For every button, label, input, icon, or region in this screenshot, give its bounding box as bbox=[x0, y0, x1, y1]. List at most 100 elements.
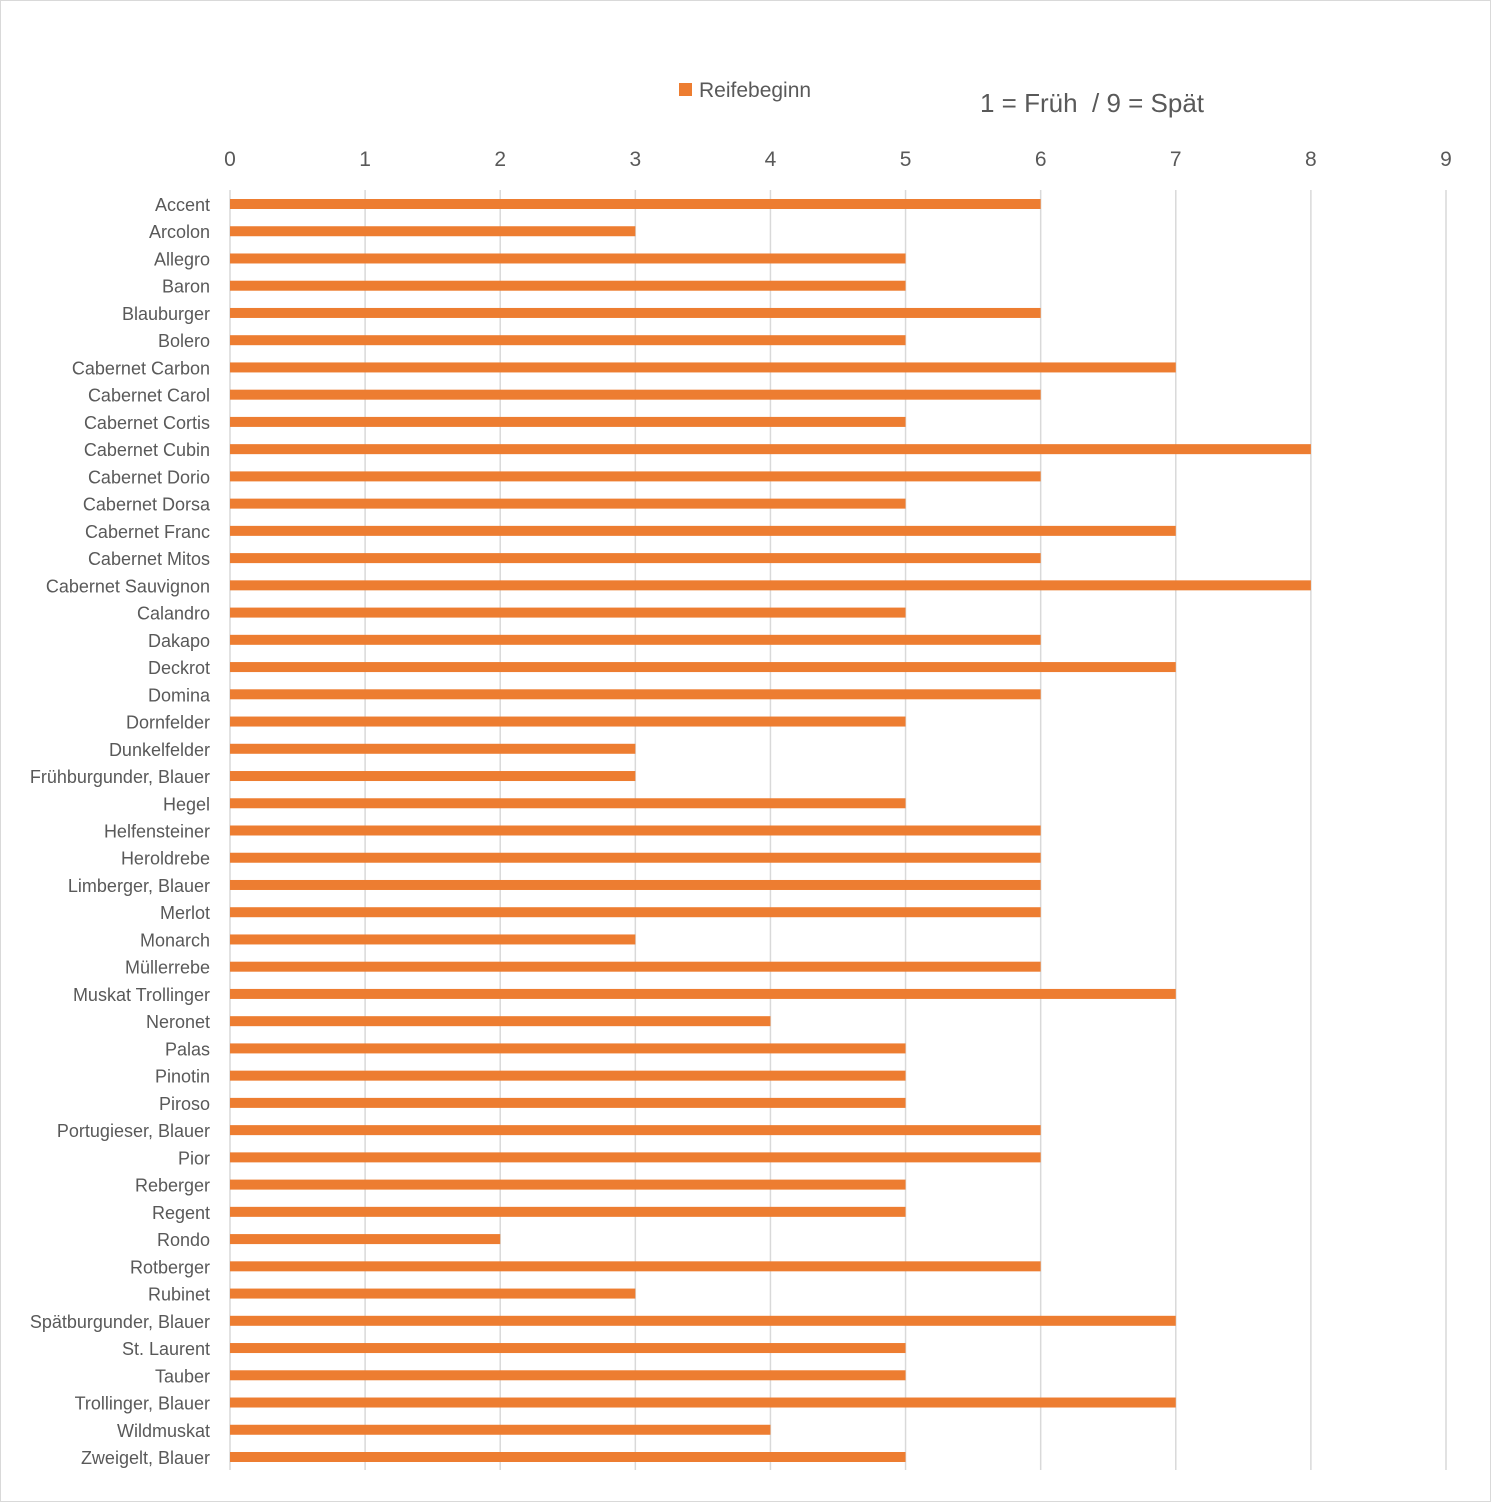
x-tick-label: 1 bbox=[359, 148, 371, 171]
category-label: Blauburger bbox=[122, 304, 210, 324]
category-label: Trollinger, Blauer bbox=[75, 1394, 210, 1414]
x-tick-label: 6 bbox=[1035, 148, 1047, 171]
category-label: Allegro bbox=[154, 249, 210, 269]
category-label: Baron bbox=[162, 277, 210, 297]
bar bbox=[230, 689, 1041, 700]
bar bbox=[230, 444, 1311, 455]
category-label: Cabernet Carol bbox=[88, 386, 210, 406]
category-label: Cabernet Cubin bbox=[84, 440, 210, 460]
category-label: Pinotin bbox=[155, 1067, 210, 1087]
bar bbox=[230, 1043, 906, 1054]
category-label: Cabernet Mitos bbox=[88, 549, 210, 569]
bar bbox=[230, 934, 636, 945]
bar bbox=[230, 1179, 906, 1190]
category-label: Cabernet Franc bbox=[85, 522, 210, 542]
bar bbox=[230, 1070, 906, 1081]
category-label: Müllerrebe bbox=[125, 958, 210, 978]
bar bbox=[230, 1343, 906, 1354]
bar bbox=[230, 580, 1311, 591]
bar bbox=[230, 662, 1176, 673]
category-label: Cabernet Carbon bbox=[72, 358, 210, 378]
bar bbox=[230, 1288, 636, 1299]
bar bbox=[230, 1125, 1041, 1136]
category-label: Bolero bbox=[158, 331, 210, 351]
bar bbox=[230, 716, 906, 727]
bar bbox=[230, 1397, 1176, 1408]
category-label: Reberger bbox=[135, 1176, 210, 1196]
category-label: Cabernet Cortis bbox=[84, 413, 210, 433]
category-label: Dornfelder bbox=[126, 713, 210, 733]
bar bbox=[230, 226, 636, 237]
category-label: Piroso bbox=[159, 1094, 210, 1114]
category-label: Frühburgunder, Blauer bbox=[30, 767, 210, 787]
bar bbox=[230, 634, 1041, 645]
bar bbox=[230, 471, 1041, 482]
bar bbox=[230, 1234, 501, 1245]
x-tick-label: 4 bbox=[765, 148, 777, 171]
category-label: St. Laurent bbox=[122, 1339, 210, 1359]
bar bbox=[230, 253, 906, 264]
category-label: Cabernet Dorio bbox=[88, 467, 210, 487]
bar bbox=[230, 743, 636, 754]
category-label: Tauber bbox=[155, 1366, 210, 1386]
gridlines bbox=[229, 190, 1447, 1470]
x-tick-label: 2 bbox=[494, 148, 506, 171]
category-label: Cabernet Dorsa bbox=[83, 495, 211, 515]
legend-swatch bbox=[679, 83, 692, 96]
category-label: Pior bbox=[178, 1148, 210, 1168]
category-label: Heroldrebe bbox=[121, 849, 210, 869]
category-label: Portugieser, Blauer bbox=[57, 1121, 210, 1141]
bar bbox=[230, 362, 1176, 373]
category-label: Dunkelfelder bbox=[109, 740, 210, 760]
category-label: Rubinet bbox=[148, 1285, 210, 1305]
x-tick-label: 8 bbox=[1305, 148, 1317, 171]
category-label: Palas bbox=[165, 1039, 210, 1059]
bar bbox=[230, 1370, 906, 1381]
bar bbox=[230, 607, 906, 618]
bar bbox=[230, 389, 1041, 400]
category-label: Regent bbox=[152, 1203, 210, 1223]
bar bbox=[230, 553, 1041, 564]
chart-subtitle: 1 = Früh / 9 = Spät bbox=[980, 88, 1205, 118]
bars bbox=[230, 199, 1311, 1462]
bar bbox=[230, 825, 1041, 836]
legend: Reifebeginn bbox=[679, 79, 811, 102]
bar bbox=[230, 961, 1041, 972]
category-label: Deckrot bbox=[148, 658, 210, 678]
bar bbox=[230, 1261, 1041, 1272]
category-label: Dakapo bbox=[148, 631, 210, 651]
category-label: Merlot bbox=[160, 903, 210, 923]
bar bbox=[230, 1206, 906, 1217]
category-label: Wildmuskat bbox=[117, 1421, 210, 1441]
x-tick-label: 0 bbox=[224, 148, 236, 171]
category-label: Calandro bbox=[137, 604, 210, 624]
bar bbox=[230, 879, 1041, 890]
bar bbox=[230, 852, 1041, 863]
category-label: Domina bbox=[148, 685, 211, 705]
category-label: Arcolon bbox=[149, 222, 210, 242]
bar bbox=[230, 525, 1176, 536]
x-tick-label: 5 bbox=[900, 148, 912, 171]
category-label: Neronet bbox=[146, 1012, 210, 1032]
x-axis-ticks: 0 1 2 3 4 5 6 7 8 9 bbox=[224, 148, 1452, 171]
bar bbox=[230, 335, 906, 346]
bar bbox=[230, 907, 1041, 918]
bar bbox=[230, 1315, 1176, 1326]
category-label: Rondo bbox=[157, 1230, 210, 1250]
x-tick-label: 9 bbox=[1440, 148, 1452, 171]
bar bbox=[230, 1152, 1041, 1163]
legend-label: Reifebeginn bbox=[699, 79, 811, 102]
category-label: Monarch bbox=[140, 930, 210, 950]
category-label: Helfensteiner bbox=[104, 822, 210, 842]
bar bbox=[230, 280, 906, 291]
category-label: Accent bbox=[155, 195, 210, 215]
category-label: Zweigelt, Blauer bbox=[81, 1448, 210, 1468]
bar bbox=[230, 771, 636, 782]
x-tick-label: 3 bbox=[629, 148, 641, 171]
bar bbox=[230, 1016, 771, 1027]
bar bbox=[230, 798, 906, 809]
category-label: Rotberger bbox=[130, 1257, 210, 1277]
x-tick-label: 7 bbox=[1170, 148, 1182, 171]
category-label: Muskat Trollinger bbox=[73, 985, 210, 1005]
